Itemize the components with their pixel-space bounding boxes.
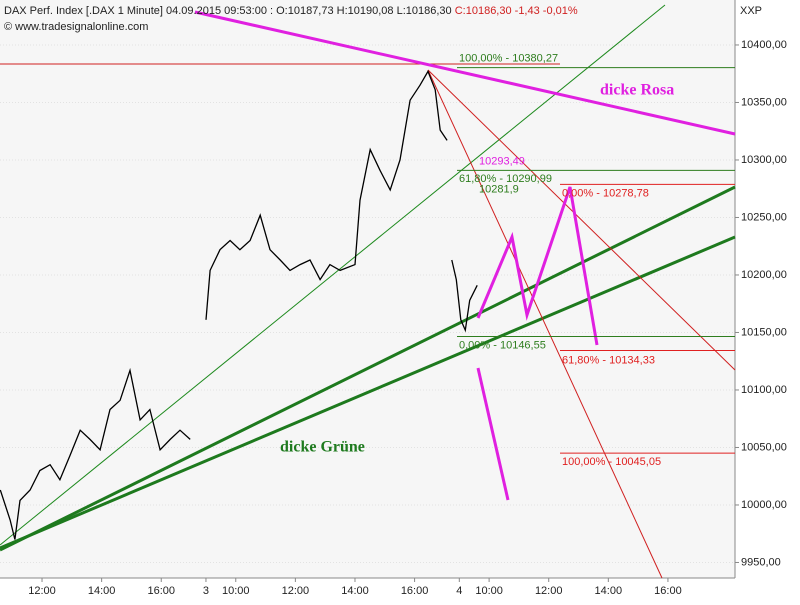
thick-green-trend: [0, 235, 736, 550]
x-tick-label: 16:00: [147, 585, 175, 597]
x-tick-label: 14:00: [341, 585, 369, 597]
level-label: 10293,49: [479, 155, 525, 167]
chart-title: DAX Perf. Index [.DAX 1 Minute] 04.09.20…: [4, 5, 578, 17]
pink-arrow: [476, 367, 510, 501]
x-tick-label: 4: [456, 585, 462, 597]
level-label: 61,80% - 10134,33: [562, 354, 655, 366]
thick-green-trend: [0, 185, 736, 552]
title-text: DAX Perf. Index [.DAX 1 Minute] 04.09.20…: [4, 5, 452, 17]
title-change: C:10186,30 -1,43 -0,01%: [455, 5, 578, 17]
x-tick-label: 16:00: [654, 585, 682, 597]
x-tick-label: 14:00: [88, 585, 116, 597]
level-label: 0,00% - 10146,55: [459, 339, 546, 351]
copyright: © www.tradesignalonline.com: [4, 21, 148, 33]
y-tick-label: 10000,00: [741, 499, 787, 511]
y-tick-label: 9950,00: [741, 556, 781, 568]
y-tick-label: 10350,00: [741, 96, 787, 108]
grid: [0, 44, 735, 563]
level-label: 100,00% - 10045,05: [562, 456, 661, 468]
x-tick-label: 14:00: [595, 585, 623, 597]
red-fan-line: [427, 69, 663, 579]
y-tick-label: 10200,00: [741, 269, 787, 281]
level-label: 10281,9: [479, 184, 519, 196]
y-tick-label: 10150,00: [741, 326, 787, 338]
price-line: [0, 69, 478, 540]
level-label: 61,80% - 10290,99: [459, 173, 552, 185]
y-tick-label: 10400,00: [741, 39, 787, 51]
level-label: 0,00% - 10278,78: [562, 187, 649, 199]
y-tick-label: 10250,00: [741, 211, 787, 223]
x-tick-label: 12:00: [28, 585, 56, 597]
x-tick-label: 10:00: [475, 585, 503, 597]
x-tick-label: 12:00: [535, 585, 563, 597]
pink-zigzag: [476, 186, 599, 346]
y-tick-label: 10100,00: [741, 384, 787, 396]
x-tick-label: 12:00: [282, 585, 310, 597]
x-tick-label: 16:00: [401, 585, 429, 597]
level-label: 100,00% - 10380,27: [459, 53, 558, 65]
thin-green-trend: [0, 4, 666, 546]
annotation: dicke Rosa: [600, 82, 674, 99]
red-fan-line: [427, 69, 736, 371]
x-tick-label: 3: [203, 585, 209, 597]
y-tick-label: 10300,00: [741, 154, 787, 166]
axis-label: XXP: [740, 5, 762, 17]
x-tick-label: 10:00: [222, 585, 250, 597]
thick-pink-trend: [194, 10, 736, 136]
annotation: dicke Grüne: [280, 439, 365, 456]
y-tick-label: 10050,00: [741, 441, 787, 453]
